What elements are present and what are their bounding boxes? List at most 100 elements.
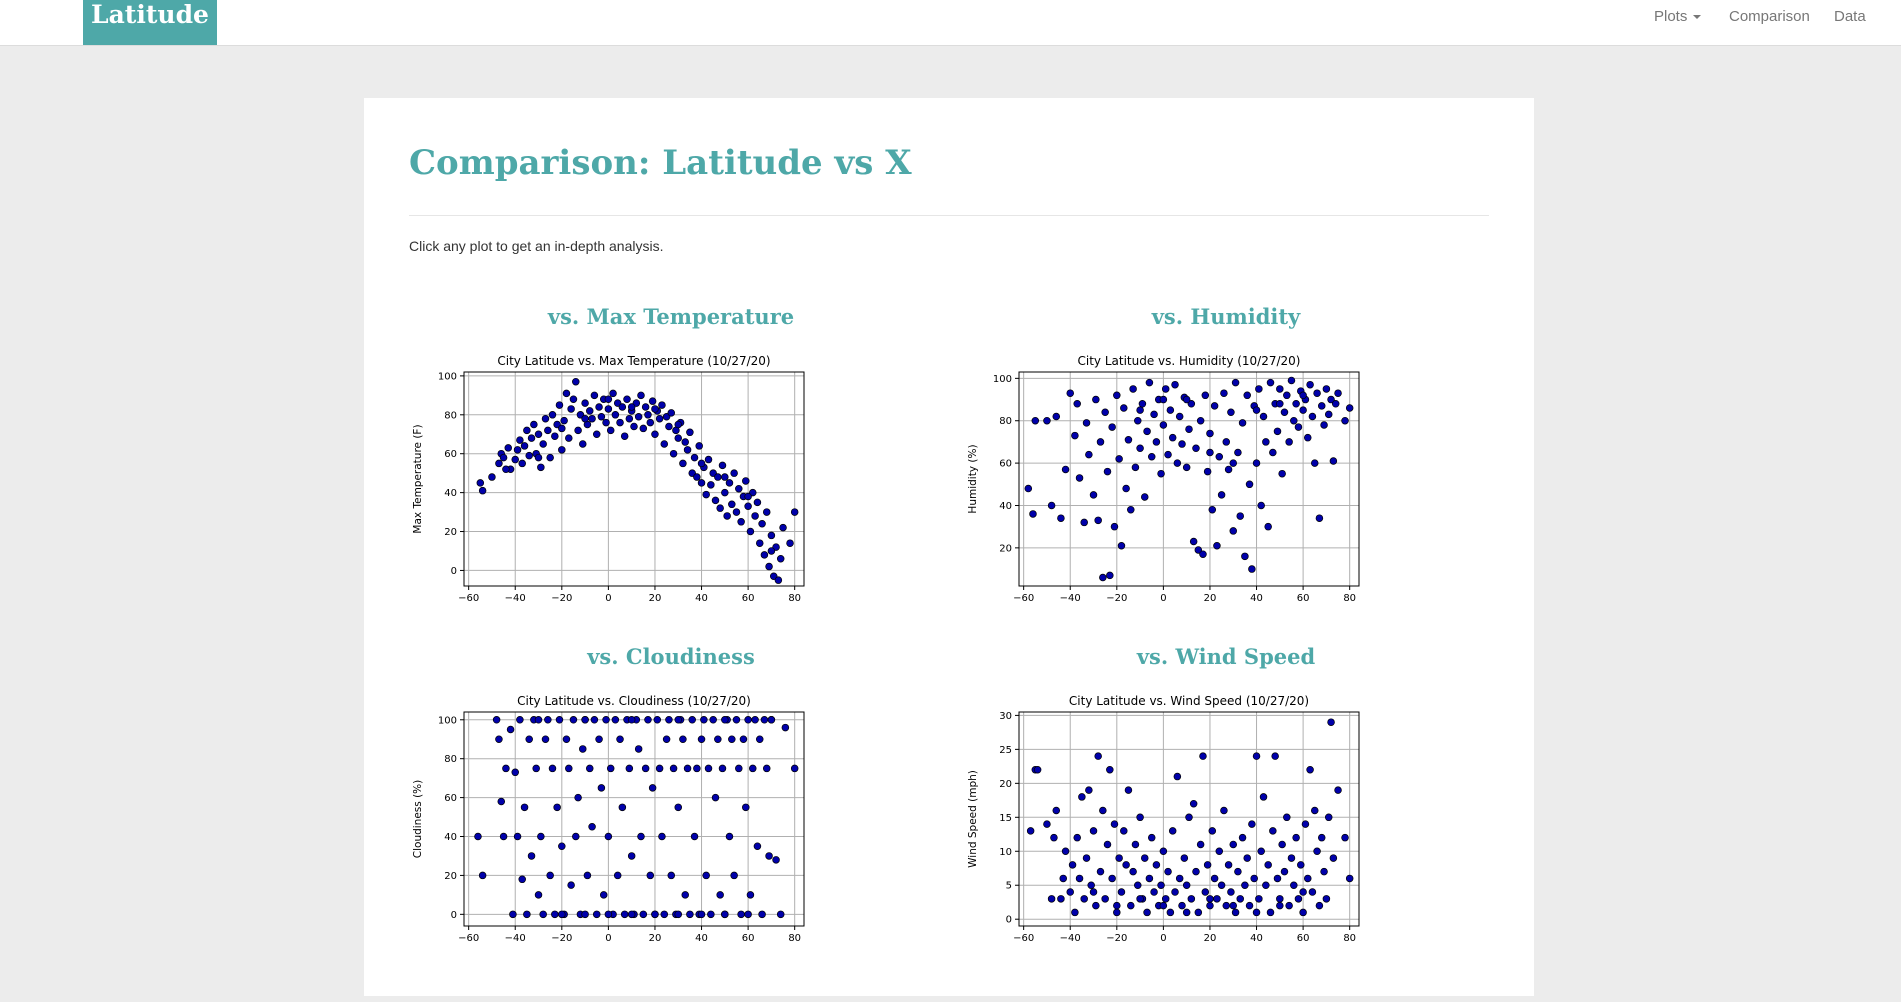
data-point — [562, 389, 571, 398]
data-point — [634, 412, 643, 421]
data-point — [1276, 901, 1284, 910]
data-point — [525, 735, 533, 743]
data-point — [1262, 881, 1270, 889]
data-point — [730, 871, 738, 880]
data-point — [1313, 389, 1321, 397]
y-tick-label: 20 — [999, 543, 1012, 554]
y-tick-label: 40 — [999, 501, 1012, 512]
heading-cloudiness[interactable]: vs. Cloudiness — [587, 644, 755, 669]
plot-wind-speed[interactable]: City Latitude vs. Wind Speed (10/27/20) −… — [964, 690, 1364, 945]
data-point — [478, 871, 487, 880]
data-point — [574, 793, 582, 802]
data-point — [1108, 423, 1116, 431]
data-point — [1266, 908, 1275, 917]
data-point — [744, 502, 752, 510]
data-point — [1255, 385, 1263, 393]
data-point — [1210, 402, 1219, 410]
plot-frame — [463, 711, 805, 927]
data-point — [604, 832, 613, 841]
data-point — [776, 910, 785, 919]
data-point — [1324, 410, 1333, 419]
data-point — [660, 440, 669, 448]
data-point — [586, 407, 594, 415]
data-point — [746, 891, 755, 899]
data-point — [495, 459, 503, 468]
data-point — [565, 434, 573, 442]
data-point — [1159, 847, 1168, 856]
data-point — [539, 440, 547, 448]
data-point — [620, 432, 629, 440]
nav-comparison-link[interactable]: Comparison — [1729, 8, 1810, 25]
data-point — [1241, 552, 1249, 561]
x-tick-label: 20 — [649, 933, 662, 944]
data-point — [1075, 874, 1084, 883]
data-point — [502, 465, 510, 474]
y-tick-label: 15 — [999, 813, 1012, 824]
data-point — [1047, 895, 1056, 903]
data-point — [665, 422, 673, 431]
data-point — [1248, 565, 1256, 573]
data-point — [1147, 833, 1156, 842]
data-point — [1313, 847, 1321, 856]
data-point — [579, 745, 587, 753]
data-point — [1317, 833, 1326, 842]
data-point — [774, 576, 783, 584]
data-point — [1103, 840, 1112, 849]
data-point — [725, 479, 734, 487]
data-point — [1203, 861, 1212, 869]
data-point — [544, 426, 552, 435]
data-point — [702, 490, 710, 499]
data-point — [495, 735, 503, 743]
data-point — [555, 401, 564, 409]
data-point — [711, 496, 720, 505]
data-point — [1299, 908, 1307, 917]
data-point — [709, 716, 717, 724]
plot-max-temperature[interactable]: City Latitude vs. Max Temperature (10/27… — [409, 350, 809, 605]
y-tick-label: 10 — [999, 847, 1012, 858]
data-point — [1276, 385, 1284, 393]
heading-wind-speed[interactable]: vs. Wind Speed — [1136, 644, 1316, 669]
data-point — [1043, 416, 1051, 425]
data-point — [618, 403, 627, 411]
data-point — [1210, 874, 1219, 883]
data-point — [588, 414, 596, 423]
plot-cloudiness[interactable]: City Latitude vs. Cloudiness (10/27/20) −… — [409, 690, 809, 945]
brand-logo[interactable]: Latitude — [83, 0, 217, 45]
data-point — [637, 832, 645, 841]
data-point — [1185, 425, 1193, 433]
data-point — [707, 910, 715, 919]
y-tick-label: 100 — [438, 715, 457, 726]
y-tick-label: 40 — [444, 488, 457, 499]
data-point — [744, 716, 752, 724]
data-point — [711, 793, 720, 802]
data-point — [604, 395, 613, 403]
chart-title: City Latitude vs. Max Temperature (10/27… — [497, 354, 770, 368]
plot-frame — [1018, 371, 1360, 587]
nav-plots-dropdown[interactable]: Plots — [1654, 8, 1702, 25]
data-point — [1322, 385, 1331, 393]
heading-humidity[interactable]: vs. Humidity — [1151, 304, 1301, 329]
y-tick-label: 20 — [999, 779, 1012, 790]
data-point — [744, 492, 752, 501]
scatter-svg: City Latitude vs. Wind Speed (10/27/20) −… — [967, 694, 1360, 944]
plot-humidity[interactable]: City Latitude vs. Humidity (10/27/20) −60… — [964, 350, 1364, 605]
data-point — [1152, 438, 1161, 446]
data-point — [1071, 431, 1079, 440]
data-point — [1292, 400, 1300, 408]
data-point — [1206, 901, 1214, 910]
data-point — [1192, 867, 1200, 876]
data-point — [592, 430, 601, 439]
data-point — [1033, 765, 1042, 774]
data-point — [669, 449, 678, 458]
data-point — [1092, 395, 1100, 404]
data-point — [613, 871, 622, 880]
data-point — [1252, 908, 1261, 917]
nav-data-link[interactable]: Data — [1834, 8, 1866, 25]
data-point — [1273, 874, 1282, 883]
data-point — [625, 414, 634, 423]
data-point — [1194, 908, 1203, 917]
data-point — [639, 910, 648, 919]
data-point — [606, 764, 615, 773]
heading-max-temperature[interactable]: vs. Max Temperature — [547, 304, 795, 329]
y-tick-label: 80 — [444, 410, 457, 421]
